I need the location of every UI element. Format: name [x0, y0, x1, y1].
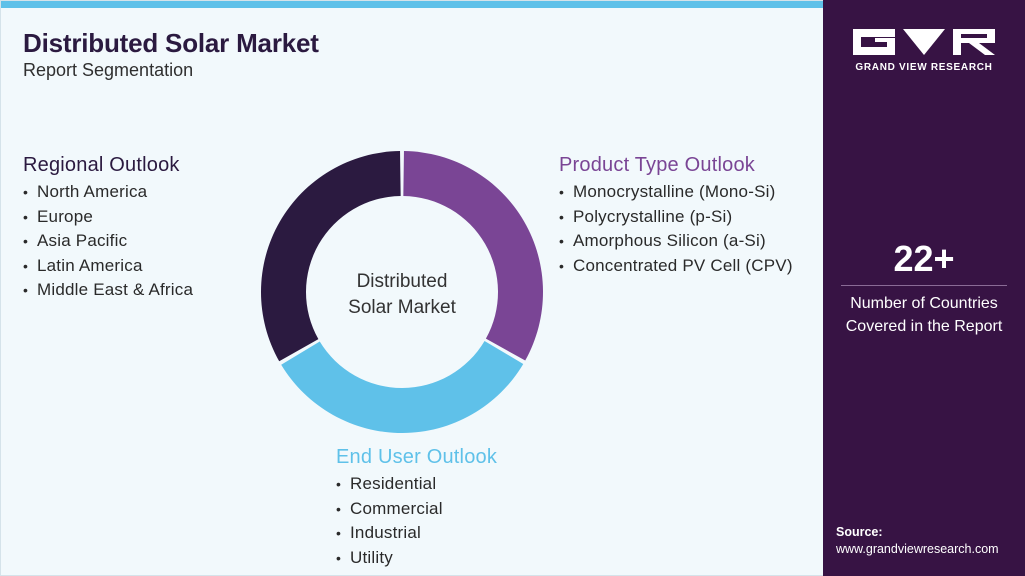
brand-name: GRAND VIEW RESEARCH [855, 62, 993, 73]
regional-outlook-section: Regional Outlook North America Europe As… [23, 154, 193, 303]
donut-segment-3 [261, 151, 401, 362]
list-item: Monocrystalline (Mono-Si) [559, 180, 793, 205]
countries-stat-label: Number of Countries Covered in the Repor… [823, 292, 1025, 338]
list-item: Europe [23, 205, 193, 230]
list-item: Asia Pacific [23, 229, 193, 254]
list-item: Middle East & Africa [23, 278, 193, 303]
page-title: Distributed Solar Market [23, 28, 319, 58]
end-user-outlook-section: End User Outlook Residential Commercial … [336, 446, 497, 570]
list-item: Concentrated PV Cell (CPV) [559, 254, 793, 279]
sidebar: GRAND VIEW RESEARCH 22+ Number of Countr… [823, 0, 1025, 576]
gvr-logo-icon [853, 29, 995, 55]
donut-center-line-2: Solar Market [348, 297, 456, 318]
top-accent-bar [1, 1, 824, 8]
product-type-outlook-section: Product Type Outlook Monocrystalline (Mo… [559, 154, 793, 278]
countries-stat-value: 22+ [893, 238, 955, 279]
stat-label-line-1: Number of Countries [850, 295, 998, 312]
product-type-outlook-list: Monocrystalline (Mono-Si) Polycrystallin… [559, 180, 793, 278]
regional-outlook-heading: Regional Outlook [23, 154, 180, 176]
page-subtitle: Report Segmentation [23, 60, 194, 80]
donut-segment-2 [281, 340, 524, 433]
stat-label-line-2: Covered in the Report [845, 318, 1003, 335]
list-item: Residential [336, 472, 497, 497]
segmentation-donut [261, 151, 543, 433]
list-item: Commercial [336, 497, 497, 522]
donut-segment-1 [403, 151, 543, 361]
main-panel: Distributed Solar Market Report Segmenta… [0, 0, 823, 576]
list-item: North America [23, 180, 193, 205]
list-item: Industrial [336, 521, 497, 546]
list-item: Polycrystalline (p-Si) [559, 205, 793, 230]
source-label: Source: [836, 525, 883, 539]
donut-center-line-1: Distributed [356, 271, 448, 292]
end-user-outlook-heading: End User Outlook [336, 446, 498, 468]
source-url-link[interactable]: www.grandviewresearch.com [836, 542, 999, 556]
list-item: Amorphous Silicon (a-Si) [559, 229, 793, 254]
end-user-outlook-list: Residential Commercial Industrial Utilit… [336, 472, 497, 570]
divider [841, 285, 1007, 286]
regional-outlook-list: North America Europe Asia Pacific Latin … [23, 180, 193, 303]
list-item: Latin America [23, 254, 193, 279]
donut-center-label: Distributed Solar Market [260, 269, 544, 321]
product-type-outlook-heading: Product Type Outlook [559, 154, 755, 176]
list-item: Utility [336, 546, 497, 571]
